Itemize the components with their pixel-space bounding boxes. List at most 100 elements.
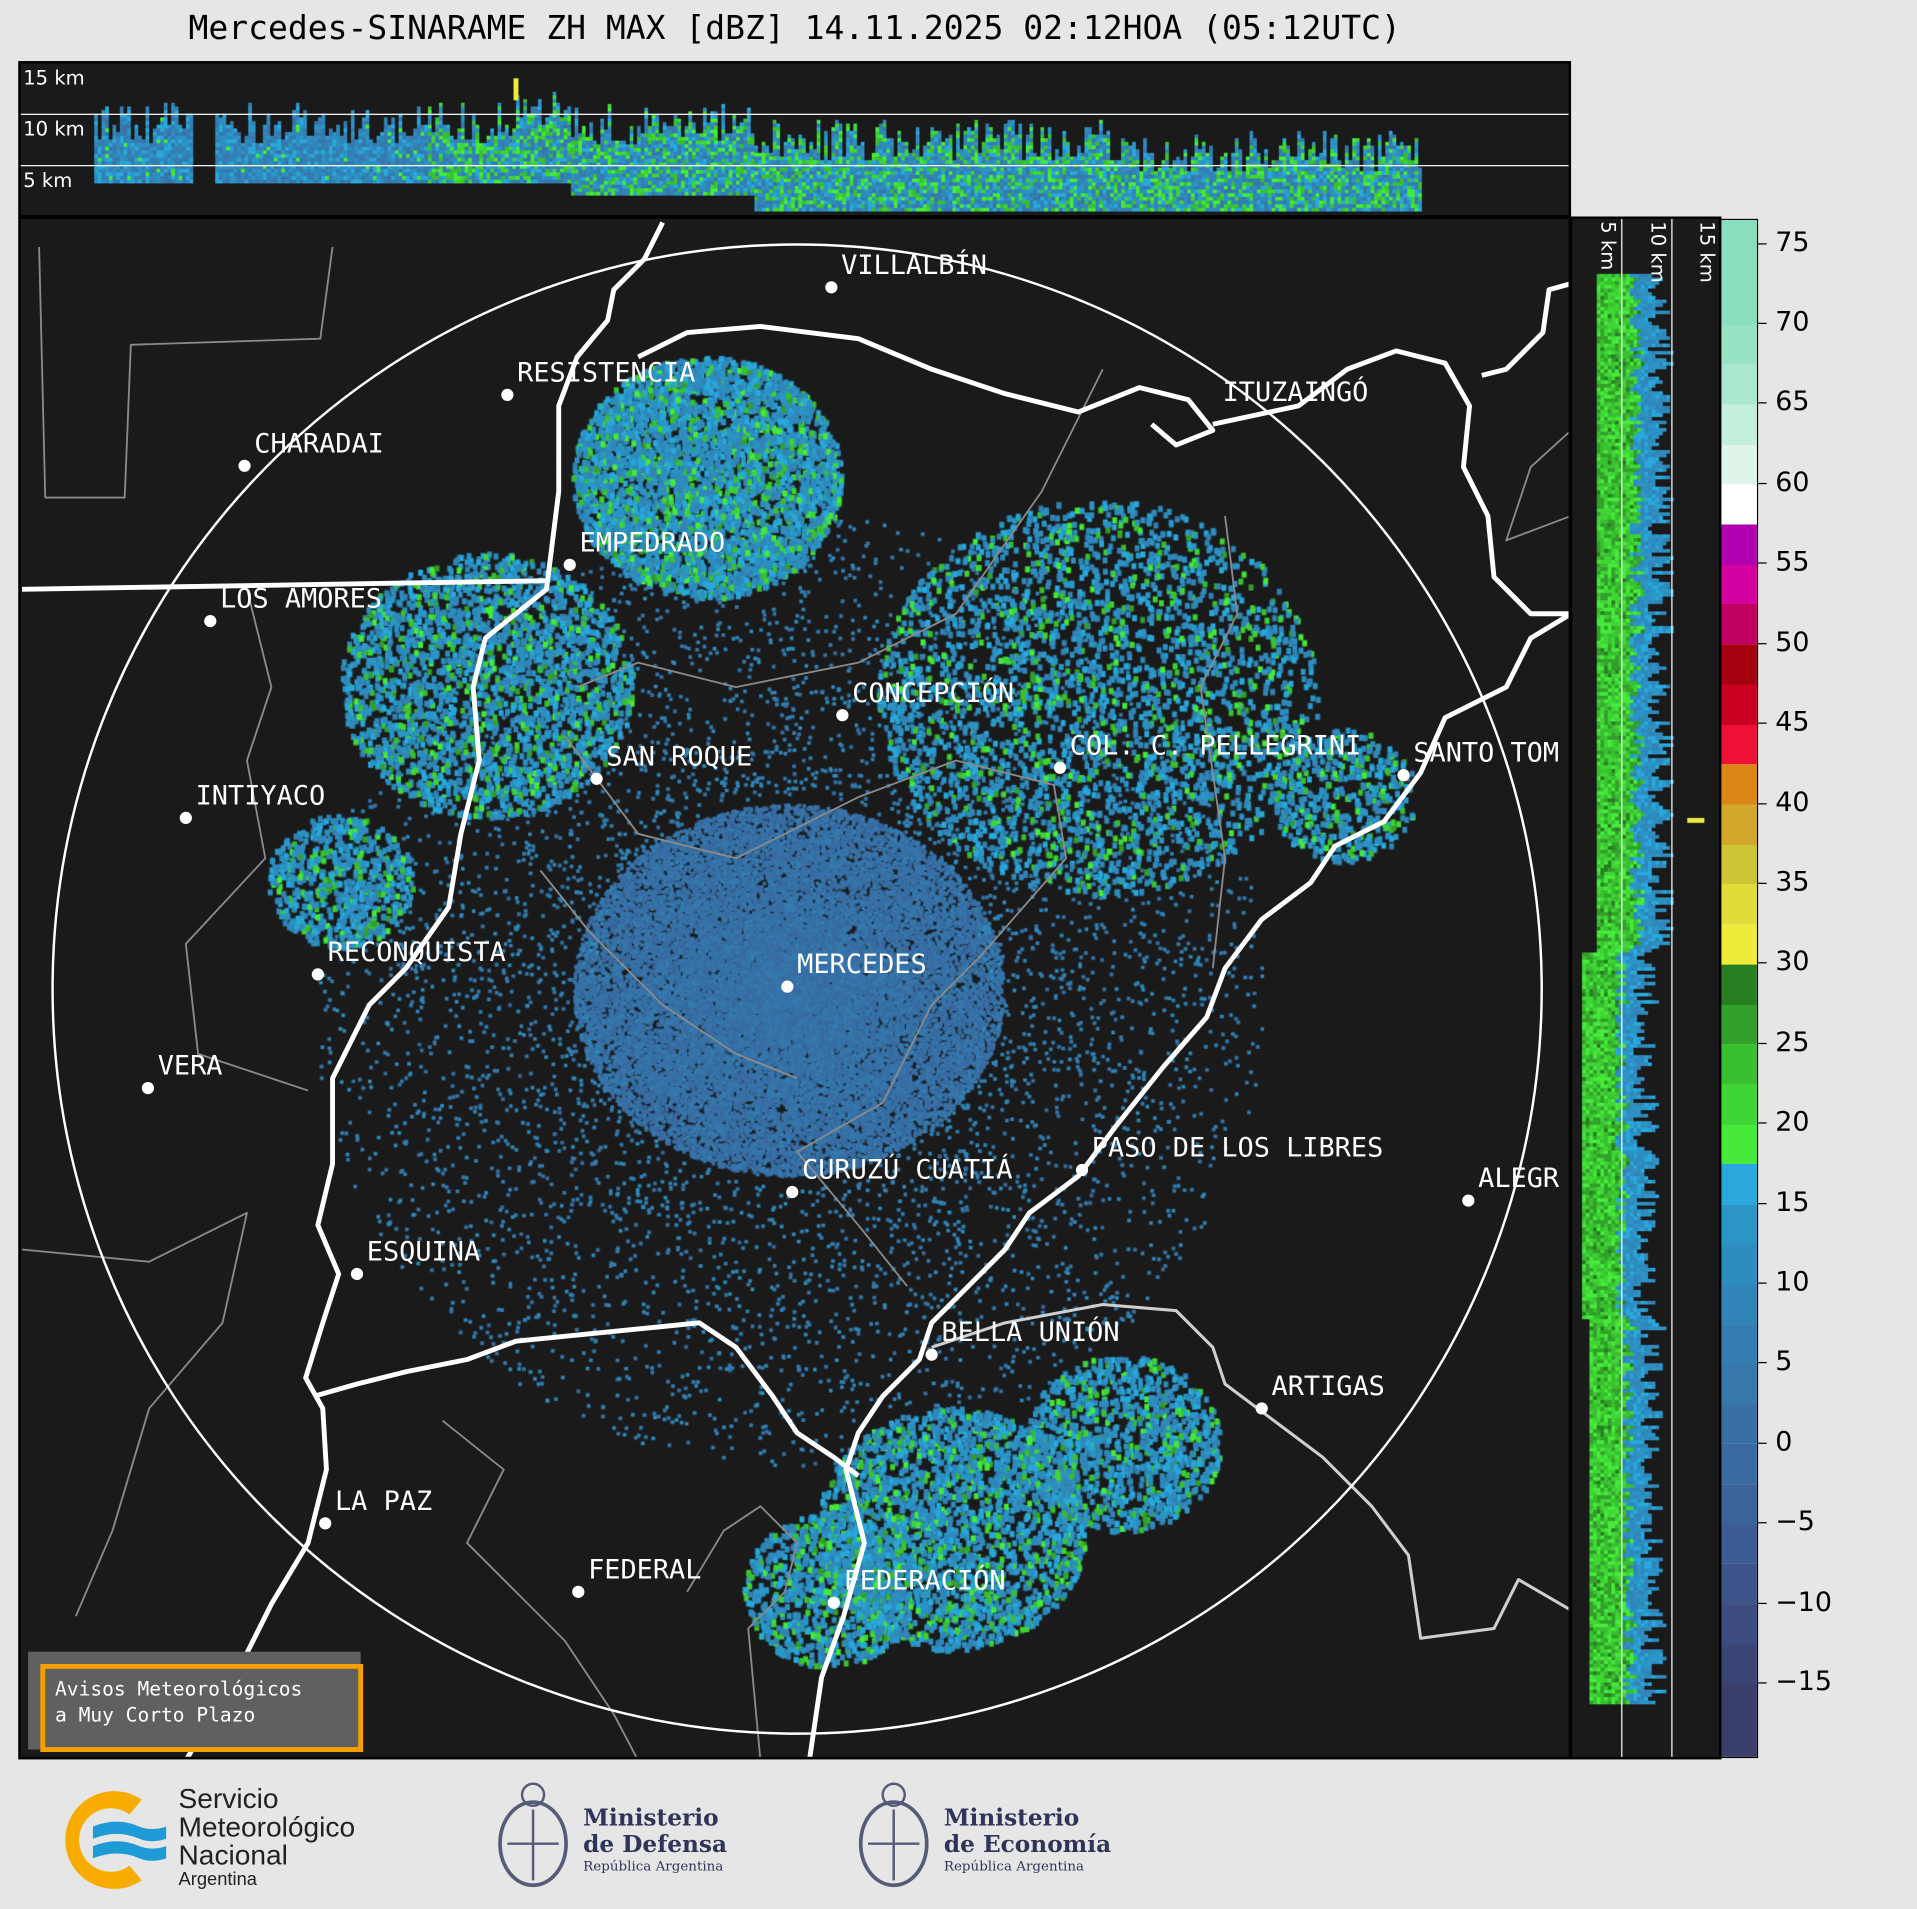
smn-line-4: Argentina [178,1869,258,1891]
city-label: COL. C. PELLEGRINI [1069,731,1362,762]
colorbar-bin [1721,1443,1757,1485]
economia-line-1: Ministerio [943,1804,1080,1832]
colorbar-tick [1758,722,1767,724]
height-label-10km: 10 km [1646,221,1671,283]
province-border [38,246,334,499]
province-border-entre-rios [313,1320,860,1478]
city-marker [563,558,576,571]
colorbar-tick-label: 20 [1775,1107,1810,1138]
city-label: CURUZÚ CUATIÁ [802,1155,1013,1186]
smn-logo: Servicio Meteorológico Nacional Argentin… [56,1784,398,1895]
economia-line-2: de Economía [943,1831,1112,1859]
country-border [1481,281,1569,378]
city-marker [319,1517,332,1530]
colorbar-tick-label: 0 [1775,1427,1793,1458]
gridline-10km [20,113,1569,115]
colorbar-tick-label: 60 [1775,467,1810,499]
city-label: SANTO TOM [1413,738,1560,770]
city-label: SAN ROQUE [606,742,753,773]
height-label-5km: 5 km [1596,221,1620,271]
colorbar-bin [1721,1203,1757,1245]
colorbar-bin [1721,883,1757,925]
coat-of-arms-icon [498,1782,568,1888]
city-marker [827,1596,840,1609]
radar-map[interactable]: VILLALBÍN RESISTENCIA CHARADAI ITUZAINGÓ EMP… [18,216,1572,1760]
province-border [539,869,798,1080]
colorbar-bin [1721,404,1757,445]
defensa-line-2: de Defensa [583,1831,728,1859]
city-marker [1462,1194,1475,1207]
city-label: FEDERACIÓN [843,1566,1006,1597]
colorbar-bin [1721,923,1757,965]
range-ring [51,243,1543,1735]
country-border [637,323,1216,448]
colorbar-tick [1758,482,1767,484]
map-overlay [21,221,1569,1757]
colorbar-bin [1721,1283,1757,1325]
colorbar-tick-label: −15 [1775,1667,1832,1698]
warning-box-frame: Avisos Meteorológicos a Muy Corto Plazo [40,1663,364,1752]
top-cross-section-panel: 15 km 10 km 5 km [18,61,1572,218]
city-label: EMPEDRADO [579,528,726,559]
colorbar-tick-label: 55 [1775,547,1810,579]
colorbar-bin [1721,643,1757,685]
height-label-5km: 5 km [23,168,73,192]
colorbar-tick [1758,1442,1767,1444]
height-label-10km: 10 km [23,117,85,141]
city-label: MERCEDES [797,949,927,981]
colorbar-bin [1721,1643,1757,1685]
city-marker [572,1585,585,1598]
city-label: VILLALBÍN [841,250,987,282]
colorbar-tick [1758,1122,1767,1124]
colorbar-bin [1721,963,1757,1005]
colorbar-bin [1721,1083,1757,1125]
colorbar-tick [1758,1362,1767,1364]
colorbar-bin [1721,763,1757,805]
colorbar-bin [1721,803,1757,845]
gridline-5km [1621,218,1623,1757]
city-label: ITUZAINGÓ [1222,377,1369,409]
smn-line-2: Meteorológico [178,1810,356,1843]
colorbar-tick-label: 65 [1775,387,1810,419]
city-marker [141,1082,155,1095]
side-cross-section-echo [1572,218,1719,1757]
city-label: CHARADAI [254,429,384,460]
city-marker [350,1267,364,1281]
colorbar-bin [1721,603,1757,645]
city-marker [204,614,217,628]
colorbar-tick [1758,642,1767,644]
colorbar-tick [1758,242,1767,245]
city-marker [501,388,514,402]
province-border [564,735,1068,1287]
colorbar-tick-label: 35 [1775,867,1810,898]
province-border [442,1419,638,1757]
warning-box[interactable]: Avisos Meteorológicos a Muy Corto Plazo [28,1651,364,1752]
city-label: RESISTENCIA [517,358,696,389]
colorbar-bin [1721,843,1757,885]
city-marker [1397,769,1410,782]
colorbar-bin [1721,683,1757,725]
colorbar-tick [1758,882,1767,884]
province-border [576,368,1104,689]
colorbar-tick-label: −5 [1775,1507,1815,1538]
colorbar-bin [1721,1563,1757,1605]
province-border [1505,431,1569,542]
colorbar [1720,218,1759,1759]
colorbar-tick [1758,1202,1767,1204]
colorbar-tick-label: 10 [1775,1267,1810,1298]
colorbar-tick-label: 50 [1775,627,1810,659]
colorbar-bin [1721,1683,1757,1757]
gridline-10km [1671,218,1673,1757]
country-border [21,578,547,592]
city-label: LOS AMORES [220,584,383,615]
province-border [21,1211,248,1617]
smn-logo-icon [65,1791,167,1889]
colorbar-tick-label: 5 [1775,1347,1793,1378]
colorbar-bin [1721,1483,1757,1525]
colorbar-tick [1758,322,1767,325]
city-label: RECONQUISTA [327,937,506,969]
city-marker [825,281,838,294]
smn-line-3: Nacional [178,1838,288,1871]
side-cross-section-panel: 5 km 10 km 15 km [1569,216,1722,1760]
colorbar-bin [1721,364,1757,405]
